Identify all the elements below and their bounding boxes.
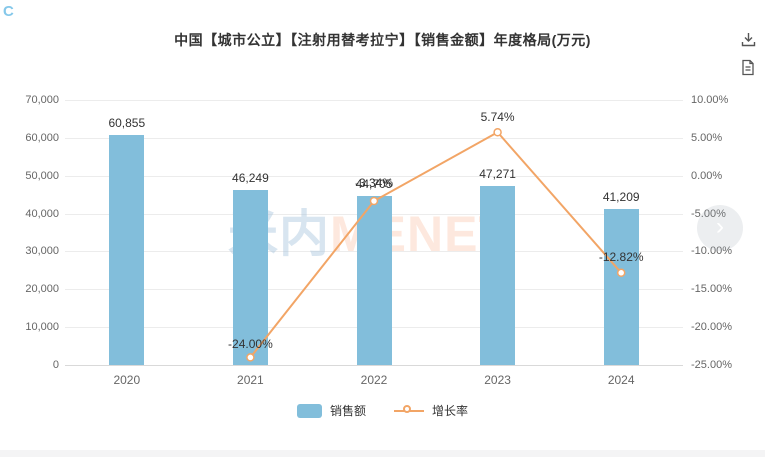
legend-bar-swatch (296, 403, 322, 418)
left-axis-tick: 70,000 (25, 94, 59, 106)
line-marker (493, 128, 502, 137)
next-arrow-button[interactable]: › (697, 205, 743, 251)
chevron-right-icon: › (716, 212, 724, 240)
legend-item-growth[interactable]: 增长率 (394, 402, 468, 419)
bar-value-label: 41,209 (602, 189, 640, 204)
legend: 销售额 增长率 (0, 402, 765, 419)
gridline (65, 175, 683, 177)
footer-strip (0, 450, 765, 457)
line-marker (246, 353, 255, 362)
bar-value-label: 60,855 (108, 115, 146, 130)
left-axis-tick: 20,000 (25, 283, 59, 296)
bar-value-label: 44,705 (355, 176, 393, 191)
legend-item-sales[interactable]: 销售额 (296, 402, 366, 419)
x-axis-tick: 2024 (607, 373, 635, 387)
bar-value-label: 47,271 (479, 167, 516, 182)
growth-rate-label: -3.34% (354, 176, 394, 190)
growth-rate-label: -12.82% (598, 249, 644, 264)
legend-label: 销售额 (329, 404, 366, 418)
left-axis-tick: 50,000 (25, 169, 59, 182)
bar-value-label: 46,249 (232, 170, 269, 185)
right-axis-tick: 0.00% (691, 169, 723, 182)
download-icon[interactable] (739, 30, 757, 48)
chart-title: 中国【城市公立】【注射用替考拉宁】【销售金额】年度格局(万元) (174, 32, 591, 48)
legend-line-swatch (394, 404, 424, 418)
right-axis-tick: -15.00% (691, 283, 732, 296)
left-axis-tick: 40,000 (25, 207, 59, 220)
left-axis-tick: 0 (52, 359, 59, 371)
x-axis-tick: 2023 (484, 373, 511, 387)
bar-2022[interactable] (356, 195, 392, 365)
left-axis-tick: 30,000 (25, 245, 59, 258)
growth-rate-label: 5.74% (480, 110, 515, 125)
left-axis-tick: 60,000 (25, 131, 59, 144)
toolbar (739, 30, 757, 76)
bar-2021[interactable] (232, 189, 268, 365)
corner-logo-fragment: C (3, 3, 14, 20)
line-marker (616, 268, 626, 278)
right-axis-tick: 10.00% (691, 94, 729, 106)
line-marker (369, 196, 379, 206)
x-axis-tick: 2020 (113, 373, 141, 387)
left-axis-tick: 10,000 (25, 321, 59, 334)
gridline (65, 365, 683, 366)
gridline (65, 100, 683, 101)
right-axis-tick: -20.00% (691, 321, 732, 334)
right-axis-tick: 5.00% (691, 131, 723, 144)
right-axis-tick: -25.00% (691, 359, 732, 371)
bar-2020[interactable] (109, 134, 145, 365)
right-axis-tick: -10.00% (691, 245, 732, 258)
bar-2023[interactable] (480, 186, 516, 365)
x-axis-tick: 2021 (237, 373, 264, 387)
right-axis-tick: -5.00% (691, 207, 726, 220)
growth-rate-label: -24.00% (228, 337, 273, 352)
legend-label: 增长率 (432, 404, 469, 418)
bar-2024[interactable] (603, 208, 639, 365)
gridline (65, 137, 683, 139)
report-icon[interactable] (739, 58, 757, 76)
x-axis-tick: 2022 (360, 373, 388, 387)
